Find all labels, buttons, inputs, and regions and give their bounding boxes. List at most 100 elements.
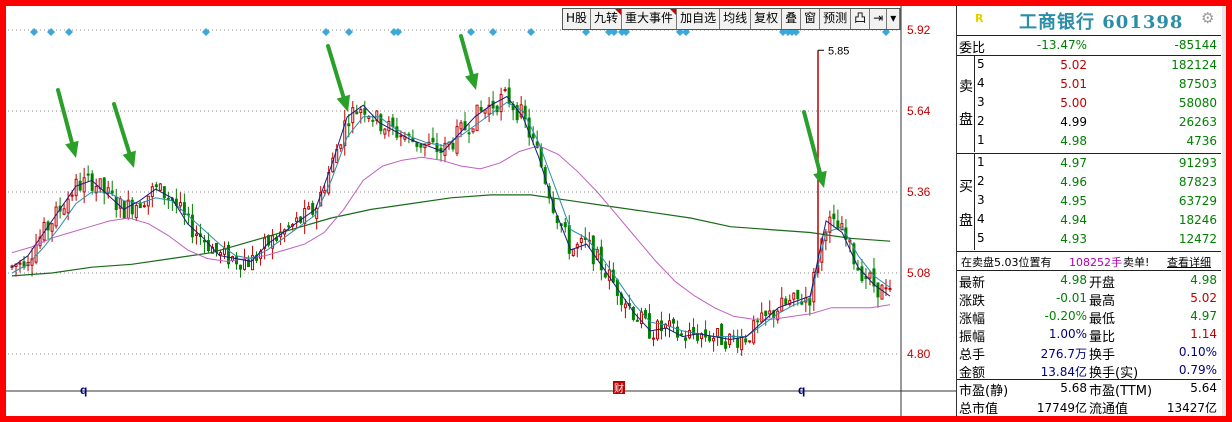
view-detail-link[interactable]: 查看详细 xyxy=(1167,256,1211,269)
toolbar-button-1[interactable]: 九转 xyxy=(591,9,623,29)
buy-price: 4.96 xyxy=(1060,175,1087,189)
divider xyxy=(957,270,1221,271)
toolbar-button-11[interactable]: ▾ xyxy=(887,9,901,29)
stat-value: 0.79% xyxy=(1178,363,1217,377)
weibi-diff: -85144 xyxy=(1174,38,1217,52)
toolbar-button-3[interactable]: 加自选 xyxy=(677,9,721,29)
buy-volume: 18246 xyxy=(1178,213,1217,227)
candle-body xyxy=(363,108,367,115)
candle-body xyxy=(780,297,784,312)
candle-body xyxy=(792,292,796,300)
candle-body xyxy=(884,287,888,290)
r-icon: R xyxy=(975,12,984,25)
candle-body xyxy=(206,240,210,252)
candle-body xyxy=(788,299,792,305)
candle-body xyxy=(724,341,728,349)
buy-level: 2 xyxy=(977,174,985,188)
candle-body xyxy=(667,320,671,327)
candle-body xyxy=(102,177,106,194)
candle-body xyxy=(371,119,375,122)
stat-label: 振幅 xyxy=(959,330,986,345)
toolbar-button-label: ▾ xyxy=(890,11,897,25)
gear-icon[interactable]: ⚙ xyxy=(1201,9,1215,27)
kline-chart-area[interactable]: 5.92 5.64 5.36 5.08 4.80 5.85 q 财 q H股 九转 重大事件 加自选均… xyxy=(6,6,956,416)
candle-body xyxy=(700,333,704,340)
candle-body xyxy=(563,222,567,228)
toolbar-button-label: 凸 xyxy=(854,11,867,25)
sell-level: 3 xyxy=(977,95,985,109)
sell-volume: 58080 xyxy=(1178,96,1217,110)
candle-body xyxy=(134,204,138,219)
annotation-arrow-shaft xyxy=(112,102,134,163)
candle-body xyxy=(122,201,126,219)
candle-body xyxy=(852,243,856,265)
buy-level: 1 xyxy=(977,155,985,169)
candle-body xyxy=(475,104,479,132)
candle-body xyxy=(94,186,98,194)
stat-value: 4.98 xyxy=(1190,273,1217,287)
candle-body xyxy=(459,122,463,130)
buy-volume: 12472 xyxy=(1178,232,1217,246)
stat-value: -0.20% xyxy=(1044,309,1087,323)
sell-volume: 4736 xyxy=(1186,134,1217,148)
price-tick-label: 5.92 xyxy=(907,23,931,37)
annotation-arrow-head-icon xyxy=(336,94,351,112)
toolbar-button-4[interactable]: 均线 xyxy=(720,9,752,29)
candle-body xyxy=(307,206,311,210)
event-diamond-icon xyxy=(605,28,613,36)
divider xyxy=(957,153,1221,154)
candle-body xyxy=(571,248,575,257)
candle-body xyxy=(760,312,764,323)
stat-label: 市盈(TTM) xyxy=(1089,384,1153,399)
event-diamond-icon xyxy=(882,28,890,36)
price-tick-label: 5.36 xyxy=(907,185,931,199)
panel-scrollbar[interactable] xyxy=(1222,6,1226,416)
event-diamond-icon xyxy=(467,28,475,36)
candle-body xyxy=(30,258,34,266)
toolbar-button-10[interactable]: ⇥ xyxy=(870,9,888,29)
candle-body xyxy=(22,261,26,268)
toolbar-button-5[interactable]: 复权 xyxy=(751,9,783,29)
event-diamond-icon xyxy=(489,28,497,36)
toolbar-button-2[interactable]: 重大事件 xyxy=(622,9,678,29)
candle-body xyxy=(659,320,663,332)
candle-body xyxy=(479,107,483,112)
candle-body xyxy=(635,319,639,322)
price-tick-label: 5.08 xyxy=(907,266,931,280)
candle-body xyxy=(178,202,182,207)
candle-body xyxy=(339,144,343,149)
candle-body xyxy=(419,143,423,148)
stat-label: 涨跌 xyxy=(959,294,986,309)
candle-body xyxy=(319,191,323,207)
toolbar-button-7[interactable]: 窗 xyxy=(801,9,821,29)
candle-body xyxy=(872,268,876,287)
candle-body xyxy=(676,326,680,338)
candle-body xyxy=(708,335,712,342)
candle-body xyxy=(359,109,363,114)
candle-body xyxy=(247,259,251,268)
toolbar-button-6[interactable]: 叠 xyxy=(782,9,802,29)
stat-value: 4.97 xyxy=(1190,309,1217,323)
toolbar-button-0[interactable]: H股 xyxy=(563,9,592,29)
toolbar-button-label: 加自选 xyxy=(680,11,717,25)
finance-report-marker: 财 xyxy=(614,382,624,395)
candle-body xyxy=(90,173,94,191)
new-flag-icon xyxy=(615,9,622,15)
ma20-line xyxy=(11,145,891,320)
sell-price: 5.01 xyxy=(1060,77,1087,91)
stat-value: 4.98 xyxy=(1060,273,1087,287)
ma10-line xyxy=(11,101,891,338)
candle-body xyxy=(455,126,459,154)
candle-body xyxy=(142,205,146,208)
kline-chart[interactable]: 5.92 5.64 5.36 5.08 4.80 5.85 q 财 q xyxy=(6,6,956,416)
price-tick-label: 5.64 xyxy=(907,104,931,118)
toolbar-button-label: ⇥ xyxy=(873,11,884,25)
buy-price: 4.95 xyxy=(1060,194,1087,208)
candle-body xyxy=(251,255,255,271)
candle-body xyxy=(591,235,595,265)
buy-volume: 63729 xyxy=(1178,194,1217,208)
sell-volume: 87503 xyxy=(1178,77,1217,91)
candle-body xyxy=(78,180,82,191)
toolbar-button-9[interactable]: 凸 xyxy=(851,9,871,29)
toolbar-button-8[interactable]: 预测 xyxy=(820,9,852,29)
